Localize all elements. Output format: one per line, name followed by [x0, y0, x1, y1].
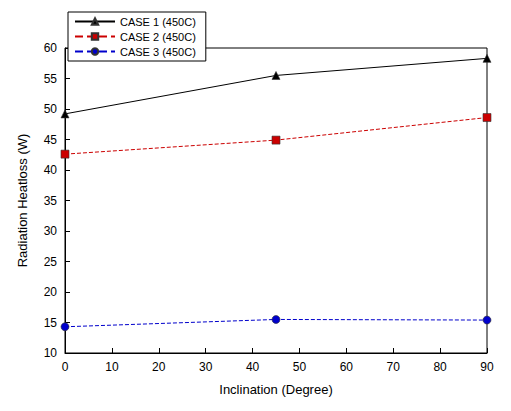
svg-text:30: 30	[199, 360, 213, 374]
svg-text:40: 40	[246, 360, 260, 374]
svg-text:50: 50	[44, 102, 58, 116]
svg-text:60: 60	[340, 360, 354, 374]
svg-text:10: 10	[105, 360, 119, 374]
svg-text:80: 80	[433, 360, 447, 374]
svg-text:35: 35	[44, 194, 58, 208]
svg-text:CASE 1 (450C): CASE 1 (450C)	[120, 16, 196, 28]
svg-text:50: 50	[293, 360, 307, 374]
svg-text:20: 20	[152, 360, 166, 374]
svg-text:90: 90	[480, 360, 494, 374]
svg-text:0: 0	[62, 360, 69, 374]
svg-text:70: 70	[387, 360, 401, 374]
svg-text:20: 20	[44, 285, 58, 299]
svg-text:CASE 2 (450C): CASE 2 (450C)	[120, 31, 196, 43]
svg-text:60: 60	[44, 41, 58, 55]
svg-text:55: 55	[44, 72, 58, 86]
svg-text:Radiation Heatloss (W): Radiation Heatloss (W)	[15, 134, 30, 268]
svg-text:Inclination (Degree): Inclination (Degree)	[219, 382, 332, 397]
svg-text:CASE 3 (450C): CASE 3 (450C)	[120, 46, 196, 58]
svg-text:45: 45	[44, 133, 58, 147]
svg-text:40: 40	[44, 163, 58, 177]
svg-text:30: 30	[44, 224, 58, 238]
svg-text:15: 15	[44, 316, 58, 330]
svg-text:25: 25	[44, 255, 58, 269]
svg-text:10: 10	[44, 346, 58, 360]
